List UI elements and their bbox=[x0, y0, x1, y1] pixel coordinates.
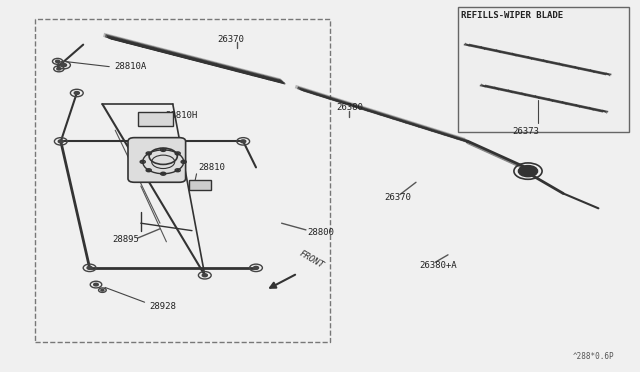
Circle shape bbox=[241, 140, 246, 143]
Circle shape bbox=[148, 170, 150, 171]
Circle shape bbox=[148, 153, 150, 154]
Circle shape bbox=[61, 64, 67, 67]
Text: 28810: 28810 bbox=[198, 163, 225, 172]
Bar bbox=[458, 7, 629, 132]
Circle shape bbox=[177, 170, 179, 171]
Circle shape bbox=[74, 92, 79, 94]
Circle shape bbox=[518, 166, 538, 177]
Circle shape bbox=[141, 161, 144, 163]
Text: 26380+A: 26380+A bbox=[419, 262, 457, 270]
FancyBboxPatch shape bbox=[128, 138, 186, 182]
Text: 28800: 28800 bbox=[307, 228, 334, 237]
Text: 26370: 26370 bbox=[218, 35, 244, 44]
Circle shape bbox=[101, 289, 104, 291]
Circle shape bbox=[202, 274, 207, 277]
Bar bbox=[35, 19, 330, 342]
Circle shape bbox=[162, 173, 164, 174]
Circle shape bbox=[57, 68, 61, 70]
Circle shape bbox=[87, 266, 92, 269]
Circle shape bbox=[162, 149, 164, 151]
Text: ^288*0.6P: ^288*0.6P bbox=[573, 352, 614, 361]
Text: 28895: 28895 bbox=[112, 235, 139, 244]
Text: FRONT: FRONT bbox=[298, 248, 325, 270]
Text: 26380: 26380 bbox=[336, 103, 363, 112]
Text: 28928: 28928 bbox=[149, 302, 176, 311]
Circle shape bbox=[56, 60, 60, 62]
Circle shape bbox=[182, 161, 185, 163]
Text: 28810H: 28810H bbox=[165, 111, 197, 120]
Circle shape bbox=[93, 283, 99, 286]
Circle shape bbox=[253, 266, 259, 269]
Text: 28810A: 28810A bbox=[114, 62, 146, 71]
Text: 26373: 26373 bbox=[512, 127, 539, 136]
Bar bbox=[189, 180, 211, 190]
Circle shape bbox=[177, 153, 179, 154]
Text: 26370: 26370 bbox=[384, 193, 411, 202]
Circle shape bbox=[58, 140, 63, 143]
Text: REFILLS-WIPER BLADE: REFILLS-WIPER BLADE bbox=[461, 11, 563, 20]
Bar bbox=[138, 112, 173, 126]
